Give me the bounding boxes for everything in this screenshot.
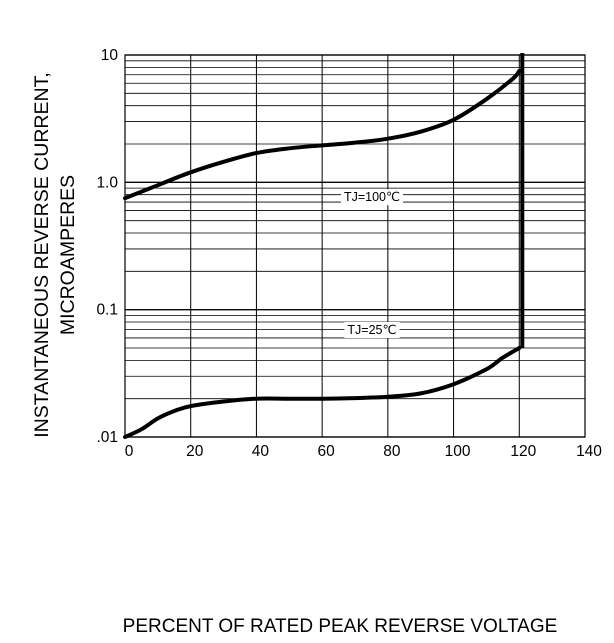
series-label-background (344, 321, 400, 338)
series-label: TJ=100℃ (344, 190, 400, 204)
x-tick-label: 40 (252, 443, 270, 460)
y-tick-label: 0.1 (96, 302, 118, 319)
series-label-background (340, 189, 404, 206)
series-annotations: TJ=100℃ TJ=25℃ (340, 189, 404, 338)
y-tick-labels: .01 0.1 1.0 10 (96, 47, 118, 446)
series-label: TJ=25℃ (347, 323, 396, 337)
series-line-tj-25c (123, 346, 522, 439)
annotation-tj-25c: TJ=25℃ (344, 321, 400, 338)
y-axis-title-line2: MICROAMPERES (57, 175, 79, 335)
x-tick-label: 120 (510, 443, 536, 460)
x-tick-label: 140 (576, 443, 602, 460)
y-axis-title-line1: INSTANTANEOUS REVERSE CURRENT, (31, 72, 53, 438)
x-axis-title: PERCENT OF RATED PEAK REVERSE VOLTAGE (123, 616, 558, 637)
x-tick-label: 20 (186, 443, 204, 460)
grid-lines (124, 54, 586, 438)
y-tick-label: .01 (96, 429, 118, 446)
data-series (123, 53, 525, 439)
x-tick-label: 80 (383, 443, 401, 460)
annotation-tj-100c: TJ=100℃ (340, 189, 404, 206)
x-tick-label: 60 (318, 443, 336, 460)
series-line-tj-100c (123, 68, 522, 201)
x-tick-label: 0 (125, 443, 134, 460)
x-tick-labels: 0 20 40 60 80 100 120 140 (125, 443, 603, 460)
y-tick-label: 10 (101, 47, 119, 64)
plot-frame (124, 54, 586, 438)
y-tick-label: 1.0 (96, 174, 118, 191)
x-tick-label: 100 (445, 443, 471, 460)
